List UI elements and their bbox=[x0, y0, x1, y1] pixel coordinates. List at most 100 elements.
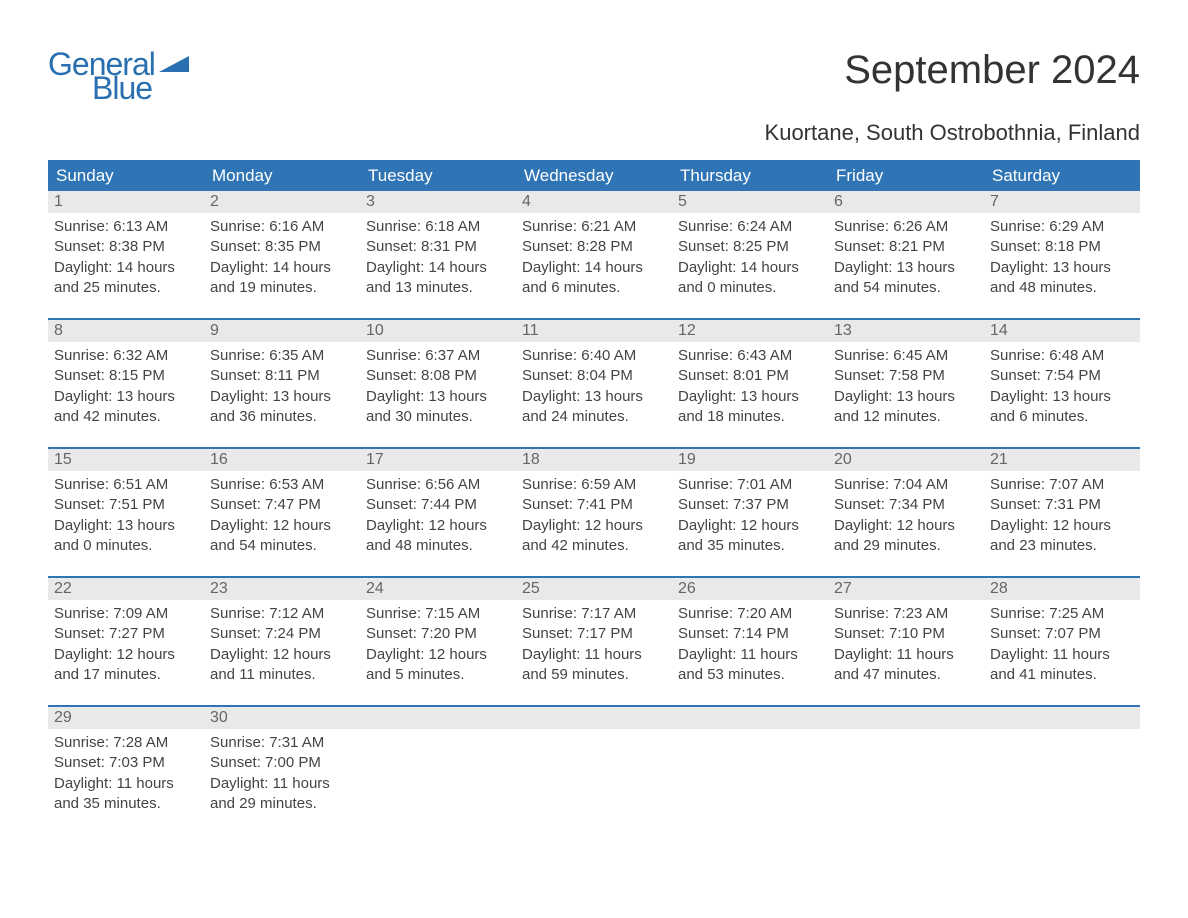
daylight-line: Daylight: 13 hours bbox=[834, 387, 978, 407]
daylight-min-line: and 42 minutes. bbox=[522, 536, 666, 556]
daylight-min-line: and 48 minutes. bbox=[366, 536, 510, 556]
sunrise-line: Sunrise: 6:29 AM bbox=[990, 217, 1134, 237]
sunset-line: Sunset: 7:47 PM bbox=[210, 495, 354, 515]
logo: General Blue bbox=[48, 48, 189, 104]
day-number: 1 bbox=[48, 191, 204, 213]
day-number: 9 bbox=[204, 320, 360, 342]
daylight-min-line: and 48 minutes. bbox=[990, 278, 1134, 298]
day-number bbox=[516, 707, 672, 729]
sunrise-line: Sunrise: 6:26 AM bbox=[834, 217, 978, 237]
daylight-min-line: and 35 minutes. bbox=[54, 794, 198, 814]
weeks-container: 1Sunrise: 6:13 AMSunset: 8:38 PMDaylight… bbox=[48, 191, 1140, 835]
day-body: Sunrise: 7:01 AMSunset: 7:37 PMDaylight:… bbox=[672, 471, 828, 560]
sunset-line: Sunset: 7:24 PM bbox=[210, 624, 354, 644]
sunrise-line: Sunrise: 6:16 AM bbox=[210, 217, 354, 237]
calendar-day: 3Sunrise: 6:18 AMSunset: 8:31 PMDaylight… bbox=[360, 191, 516, 319]
calendar-day: 6Sunrise: 6:26 AMSunset: 8:21 PMDaylight… bbox=[828, 191, 984, 319]
daylight-min-line: and 0 minutes. bbox=[54, 536, 198, 556]
sunset-line: Sunset: 7:14 PM bbox=[678, 624, 822, 644]
daylight-line: Daylight: 14 hours bbox=[54, 258, 198, 278]
sunrise-line: Sunrise: 6:43 AM bbox=[678, 346, 822, 366]
calendar-day: 18Sunrise: 6:59 AMSunset: 7:41 PMDayligh… bbox=[516, 449, 672, 577]
weekday-header: Saturday bbox=[984, 160, 1140, 192]
day-body: Sunrise: 6:16 AMSunset: 8:35 PMDaylight:… bbox=[204, 213, 360, 302]
sunrise-line: Sunrise: 6:21 AM bbox=[522, 217, 666, 237]
calendar-day bbox=[360, 707, 516, 835]
sunrise-line: Sunrise: 7:01 AM bbox=[678, 475, 822, 495]
day-number: 13 bbox=[828, 320, 984, 342]
calendar-day: 16Sunrise: 6:53 AMSunset: 7:47 PMDayligh… bbox=[204, 449, 360, 577]
day-body: Sunrise: 7:28 AMSunset: 7:03 PMDaylight:… bbox=[48, 729, 204, 818]
daylight-min-line: and 23 minutes. bbox=[990, 536, 1134, 556]
calendar-day: 13Sunrise: 6:45 AMSunset: 7:58 PMDayligh… bbox=[828, 320, 984, 448]
daylight-line: Daylight: 11 hours bbox=[210, 774, 354, 794]
sunrise-line: Sunrise: 6:37 AM bbox=[366, 346, 510, 366]
calendar-week: 22Sunrise: 7:09 AMSunset: 7:27 PMDayligh… bbox=[48, 576, 1140, 706]
sunrise-line: Sunrise: 6:24 AM bbox=[678, 217, 822, 237]
day-body: Sunrise: 6:56 AMSunset: 7:44 PMDaylight:… bbox=[360, 471, 516, 560]
calendar-day: 4Sunrise: 6:21 AMSunset: 8:28 PMDaylight… bbox=[516, 191, 672, 319]
daylight-line: Daylight: 13 hours bbox=[990, 387, 1134, 407]
calendar-day: 2Sunrise: 6:16 AMSunset: 8:35 PMDaylight… bbox=[204, 191, 360, 319]
day-number: 27 bbox=[828, 578, 984, 600]
day-number: 26 bbox=[672, 578, 828, 600]
sunset-line: Sunset: 8:04 PM bbox=[522, 366, 666, 386]
daylight-min-line: and 36 minutes. bbox=[210, 407, 354, 427]
weekday-header: Thursday bbox=[672, 160, 828, 192]
day-number: 3 bbox=[360, 191, 516, 213]
day-number: 4 bbox=[516, 191, 672, 213]
daylight-min-line: and 11 minutes. bbox=[210, 665, 354, 685]
sunset-line: Sunset: 7:17 PM bbox=[522, 624, 666, 644]
calendar-day: 10Sunrise: 6:37 AMSunset: 8:08 PMDayligh… bbox=[360, 320, 516, 448]
day-body: Sunrise: 7:12 AMSunset: 7:24 PMDaylight:… bbox=[204, 600, 360, 689]
logo-flag-icon bbox=[159, 54, 189, 74]
sunrise-line: Sunrise: 6:53 AM bbox=[210, 475, 354, 495]
day-number: 5 bbox=[672, 191, 828, 213]
day-number bbox=[360, 707, 516, 729]
calendar-day: 20Sunrise: 7:04 AMSunset: 7:34 PMDayligh… bbox=[828, 449, 984, 577]
day-number bbox=[984, 707, 1140, 729]
calendar-day: 5Sunrise: 6:24 AMSunset: 8:25 PMDaylight… bbox=[672, 191, 828, 319]
sunset-line: Sunset: 7:51 PM bbox=[54, 495, 198, 515]
weekday-header-row: Sunday Monday Tuesday Wednesday Thursday… bbox=[48, 160, 1140, 192]
calendar-day: 28Sunrise: 7:25 AMSunset: 7:07 PMDayligh… bbox=[984, 578, 1140, 706]
daylight-min-line: and 41 minutes. bbox=[990, 665, 1134, 685]
day-body: Sunrise: 7:07 AMSunset: 7:31 PMDaylight:… bbox=[984, 471, 1140, 560]
daylight-line: Daylight: 13 hours bbox=[990, 258, 1134, 278]
daylight-line: Daylight: 12 hours bbox=[210, 645, 354, 665]
sunset-line: Sunset: 8:08 PM bbox=[366, 366, 510, 386]
sunrise-line: Sunrise: 7:28 AM bbox=[54, 733, 198, 753]
daylight-min-line: and 13 minutes. bbox=[366, 278, 510, 298]
calendar: Sunday Monday Tuesday Wednesday Thursday… bbox=[48, 160, 1140, 835]
calendar-week: 15Sunrise: 6:51 AMSunset: 7:51 PMDayligh… bbox=[48, 447, 1140, 577]
calendar-day: 30Sunrise: 7:31 AMSunset: 7:00 PMDayligh… bbox=[204, 707, 360, 835]
day-number: 20 bbox=[828, 449, 984, 471]
sunrise-line: Sunrise: 6:35 AM bbox=[210, 346, 354, 366]
day-body: Sunrise: 7:23 AMSunset: 7:10 PMDaylight:… bbox=[828, 600, 984, 689]
day-number: 21 bbox=[984, 449, 1140, 471]
daylight-line: Daylight: 11 hours bbox=[990, 645, 1134, 665]
day-number: 24 bbox=[360, 578, 516, 600]
sunset-line: Sunset: 8:38 PM bbox=[54, 237, 198, 257]
day-number: 18 bbox=[516, 449, 672, 471]
daylight-min-line: and 12 minutes. bbox=[834, 407, 978, 427]
sunrise-line: Sunrise: 7:20 AM bbox=[678, 604, 822, 624]
daylight-min-line: and 17 minutes. bbox=[54, 665, 198, 685]
sunset-line: Sunset: 8:15 PM bbox=[54, 366, 198, 386]
daylight-line: Daylight: 13 hours bbox=[366, 387, 510, 407]
header: General Blue September 2024 bbox=[48, 48, 1140, 104]
calendar-day: 24Sunrise: 7:15 AMSunset: 7:20 PMDayligh… bbox=[360, 578, 516, 706]
day-number: 29 bbox=[48, 707, 204, 729]
sunrise-line: Sunrise: 6:32 AM bbox=[54, 346, 198, 366]
logo-text-blue: Blue bbox=[92, 72, 189, 104]
sunset-line: Sunset: 7:34 PM bbox=[834, 495, 978, 515]
day-body: Sunrise: 6:37 AMSunset: 8:08 PMDaylight:… bbox=[360, 342, 516, 431]
daylight-line: Daylight: 12 hours bbox=[366, 516, 510, 536]
daylight-min-line: and 0 minutes. bbox=[678, 278, 822, 298]
sunrise-line: Sunrise: 6:51 AM bbox=[54, 475, 198, 495]
daylight-min-line: and 53 minutes. bbox=[678, 665, 822, 685]
sunset-line: Sunset: 7:41 PM bbox=[522, 495, 666, 515]
sunset-line: Sunset: 8:31 PM bbox=[366, 237, 510, 257]
day-body: Sunrise: 6:29 AMSunset: 8:18 PMDaylight:… bbox=[984, 213, 1140, 302]
day-number: 22 bbox=[48, 578, 204, 600]
